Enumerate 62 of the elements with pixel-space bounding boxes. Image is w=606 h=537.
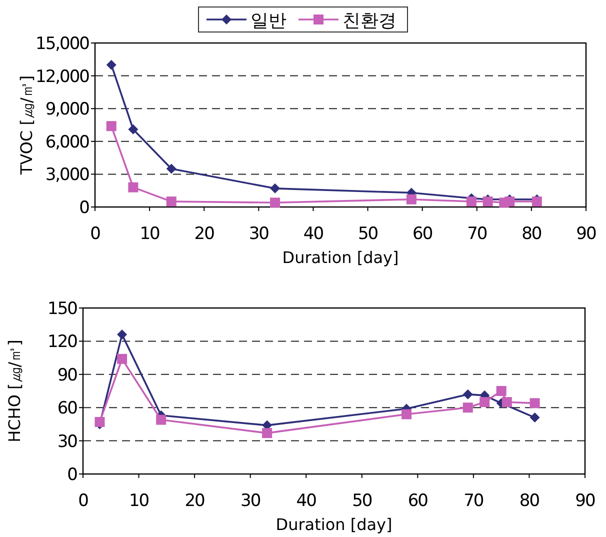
point xyxy=(270,183,280,194)
point xyxy=(402,409,412,420)
x-tick-label: 60 xyxy=(408,491,428,511)
y-tick-label: 9,000 xyxy=(45,100,90,120)
point xyxy=(532,196,542,207)
x-axis-title: Duration [day] xyxy=(282,248,399,267)
x-tick-label: 70 xyxy=(467,224,487,244)
y-tick-label: 15,000 xyxy=(36,34,90,54)
x-tick-label: 60 xyxy=(412,224,432,244)
point xyxy=(94,416,105,427)
y-tick-label: 6,000 xyxy=(45,132,90,152)
x-tick-label: 30 xyxy=(248,224,269,244)
x-tick-label: 10 xyxy=(140,224,160,244)
x-tick-label: 20 xyxy=(184,491,205,511)
x-tick-label: 50 xyxy=(352,491,372,511)
y-tick-label: 0 xyxy=(79,198,90,218)
x-tick-label: 80 xyxy=(519,491,540,511)
x-tick-label: 70 xyxy=(464,491,484,511)
point xyxy=(530,398,540,408)
point xyxy=(480,397,490,408)
y-tick-label: 60 xyxy=(57,398,78,419)
point xyxy=(166,164,176,174)
point xyxy=(166,196,176,207)
point xyxy=(462,402,473,413)
x-tick-label: 90 xyxy=(576,224,596,244)
x-tick-label: 40 xyxy=(303,224,324,244)
point xyxy=(504,196,515,207)
legend-label: 일반 xyxy=(250,10,286,32)
x-tick-label: 20 xyxy=(194,224,214,244)
point xyxy=(496,386,506,396)
point xyxy=(106,60,116,70)
point xyxy=(270,198,280,208)
point xyxy=(128,124,138,134)
point xyxy=(117,354,128,364)
x-tick-label: 40 xyxy=(296,491,316,511)
point xyxy=(106,121,116,132)
y-axis-title: TVOC [㎍/㎥] xyxy=(17,75,36,176)
y-tick-label: 30 xyxy=(57,432,78,452)
point xyxy=(156,414,166,425)
x-tick-label: 80 xyxy=(522,224,542,244)
point xyxy=(262,428,272,438)
legend-label: 친환경 xyxy=(342,10,396,32)
y-tick-label: 3,000 xyxy=(45,165,90,186)
point xyxy=(128,182,138,192)
point xyxy=(466,196,476,207)
x-tick-label: 50 xyxy=(358,224,378,244)
point xyxy=(117,330,128,340)
y-tick-label: 120 xyxy=(48,332,78,352)
y-tick-label: 90 xyxy=(57,365,78,386)
y-tick-label: 0 xyxy=(67,465,78,485)
x-axis-title: Duration [day] xyxy=(276,515,392,534)
point xyxy=(406,194,416,204)
point xyxy=(482,196,493,207)
x-tick-label: 10 xyxy=(128,491,149,511)
point xyxy=(530,412,540,423)
y-tick-label: 150 xyxy=(48,299,78,319)
x-tick-label: 30 xyxy=(240,491,260,511)
point xyxy=(462,389,473,400)
x-tick-label: 90 xyxy=(575,491,595,511)
y-axis-title: HCHO [㎍/㎥] xyxy=(5,340,24,442)
point xyxy=(502,397,512,408)
y-tick-label: 12,000 xyxy=(36,66,90,87)
